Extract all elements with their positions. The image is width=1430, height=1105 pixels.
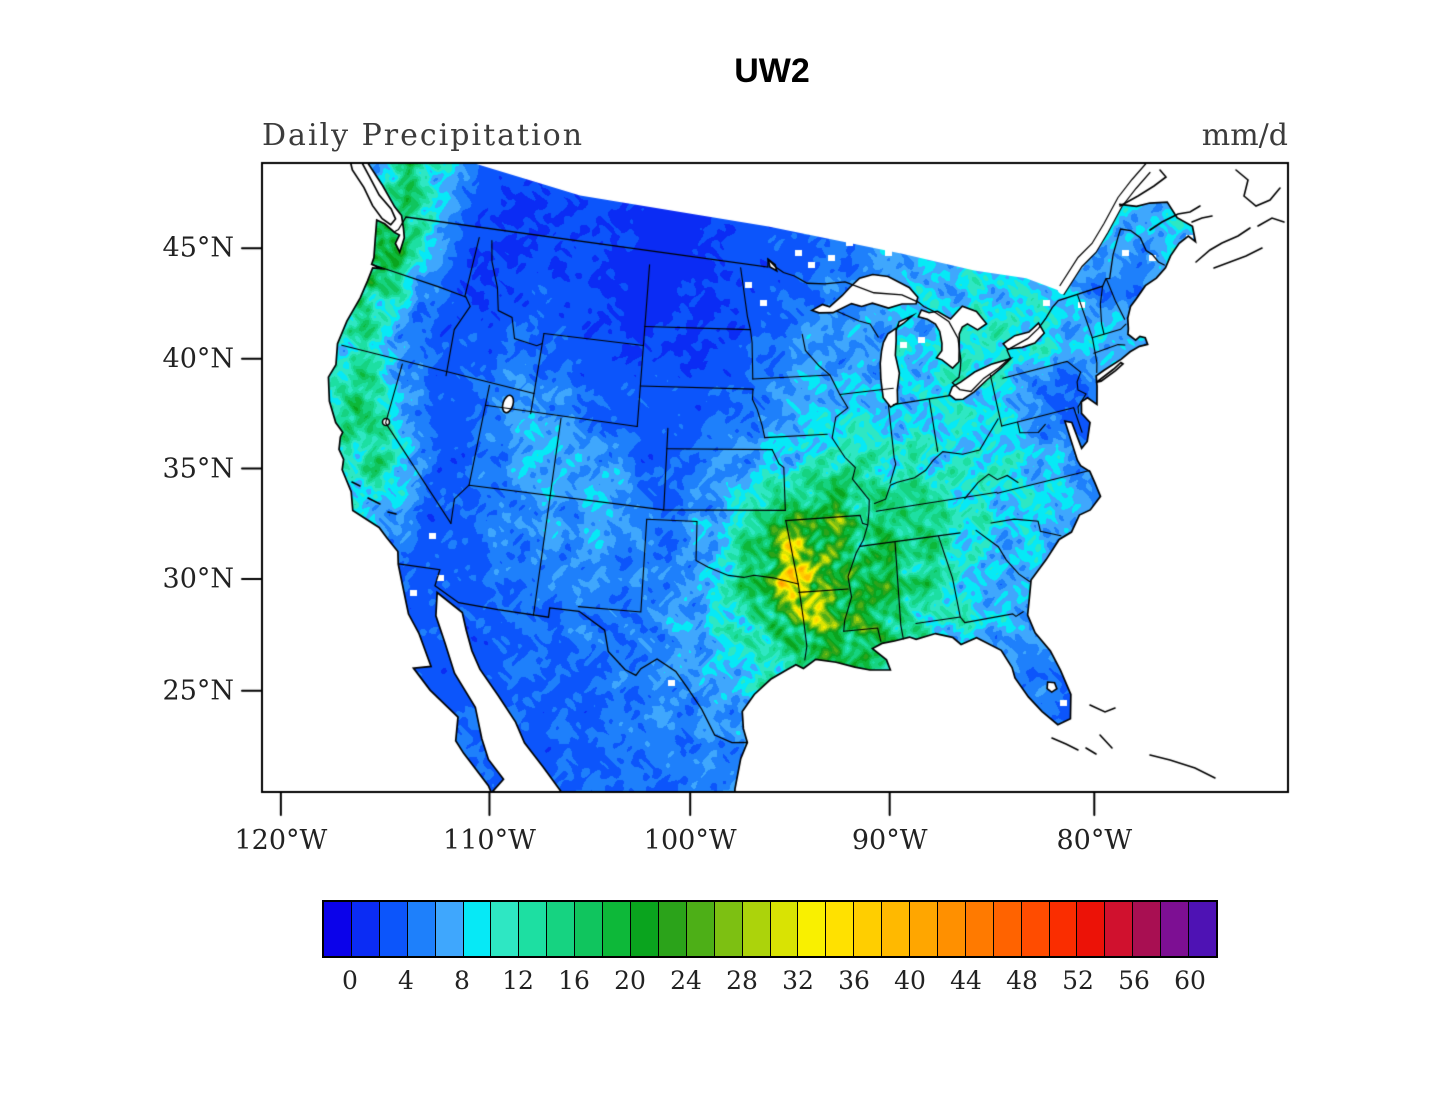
- colorbar-tick-label: 12: [502, 966, 534, 995]
- units-label: mm/d: [1201, 118, 1288, 153]
- colorbar-cell: [1133, 902, 1162, 956]
- colorbar-cell: [798, 902, 827, 956]
- colorbar-cell: [910, 902, 938, 956]
- field-label: Daily Precipitation: [262, 118, 585, 153]
- colorbar-tick-label: 28: [726, 966, 758, 995]
- colorbar-tick-label: 20: [614, 966, 646, 995]
- colorbar-cell: [770, 902, 799, 956]
- y-tick-label: 45°N: [162, 232, 234, 264]
- x-tick-label: 80°W: [1056, 825, 1133, 856]
- colorbar-tick-label: 40: [894, 966, 926, 995]
- colorbar-cell: [547, 902, 576, 956]
- colorbar-cell: [1077, 902, 1106, 956]
- colorbar-cell: [379, 902, 408, 956]
- colorbar-tick-label: 4: [398, 966, 414, 995]
- colorbar-cell: [937, 902, 966, 956]
- colorbar-tick-label: 44: [950, 966, 982, 995]
- y-tick-label: 25°N: [162, 675, 234, 707]
- colorbar-tick-label: 0: [342, 966, 358, 995]
- colorbar-tick-label: 36: [838, 966, 870, 995]
- colorbar-cell: [742, 902, 771, 956]
- colorbar-cell: [1189, 902, 1216, 956]
- colorbar-cell: [491, 902, 520, 956]
- colorbar-cell: [519, 902, 548, 956]
- page-title: UW2: [734, 52, 810, 90]
- x-tick-label: 110°W: [443, 825, 536, 856]
- x-tick-label: 90°W: [851, 825, 928, 856]
- colorbar-cell: [435, 902, 464, 956]
- colorbar-tick-label: 48: [1006, 966, 1038, 995]
- y-tick-label: 30°N: [162, 563, 234, 595]
- colorbar: [322, 900, 1218, 958]
- colorbar-cell: [630, 902, 659, 956]
- colorbar-cell: [714, 902, 743, 956]
- colorbar-cell: [658, 902, 687, 956]
- y-tick-label: 40°N: [162, 343, 234, 375]
- colorbar-cell: [575, 902, 604, 956]
- x-tick-label: 120°W: [234, 825, 328, 856]
- colorbar-cell: [882, 902, 911, 956]
- colorbar-tick-label: 32: [782, 966, 814, 995]
- colorbar-tick-label: 8: [454, 966, 470, 995]
- colorbar-cell: [351, 902, 380, 956]
- colorbar-cell: [1049, 902, 1078, 956]
- colorbar-cell: [1105, 902, 1134, 956]
- colorbar-tick-label: 60: [1174, 966, 1206, 995]
- y-tick-label: 35°N: [162, 453, 234, 485]
- colorbar-cell: [854, 902, 883, 956]
- colorbar-cell: [463, 902, 492, 956]
- x-tick-label: 100°W: [643, 825, 737, 856]
- colorbar-cell: [1161, 902, 1190, 956]
- colorbar-cell: [603, 902, 631, 956]
- colorbar-cell: [826, 902, 855, 956]
- colorbar-tick-label: 52: [1062, 966, 1094, 995]
- colorbar-cell: [965, 902, 994, 956]
- colorbar-tick-label: 56: [1118, 966, 1150, 995]
- colorbar-cell: [686, 902, 715, 956]
- colorbar-tick-label: 24: [670, 966, 702, 995]
- colorbar-tick-label: 16: [558, 966, 590, 995]
- colorbar-cell: [407, 902, 436, 956]
- colorbar-cell: [324, 902, 352, 956]
- colorbar-cell: [993, 902, 1022, 956]
- colorbar-cell: [1021, 902, 1050, 956]
